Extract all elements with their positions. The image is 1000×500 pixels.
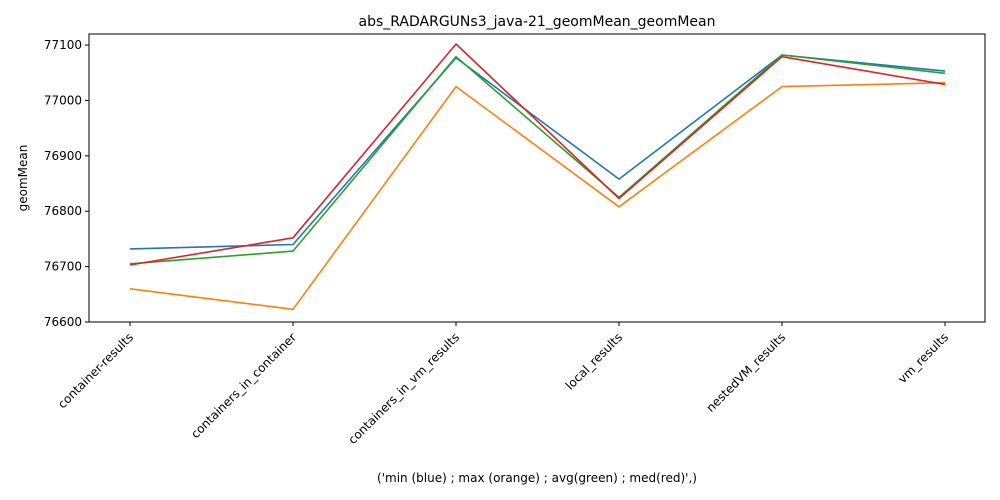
- x-tick-label: local_results: [563, 330, 625, 392]
- y-tick-label: 76900: [44, 149, 82, 163]
- x-tick-label: container-results: [55, 330, 136, 411]
- x-tick-label: nestedVM_results: [703, 330, 788, 415]
- y-tick-label: 76600: [44, 315, 82, 329]
- series-line-3: [129, 54, 946, 265]
- x-axis: container-results containers_in_container…: [55, 322, 951, 447]
- y-tick-label: 76700: [44, 260, 82, 274]
- chart-title: abs_RADARGUNs3_java-21_geomMean_geomMean: [359, 14, 716, 30]
- x-axis-label: ('min (blue) ; max (orange) ; avg(green)…: [377, 471, 697, 485]
- y-axis-label: geomMean: [16, 145, 30, 212]
- series-line-2: [129, 81, 946, 311]
- x-tick-label: containers_in_vm_results: [345, 330, 462, 447]
- y-tick-label: 77100: [44, 38, 82, 52]
- y-tick-label: 77000: [44, 93, 82, 107]
- x-tick-label: containers_in_container: [188, 330, 299, 441]
- x-tick-label: vm_results: [895, 330, 951, 386]
- y-tick-label: 76800: [44, 204, 82, 218]
- series-line-4: [129, 43, 946, 266]
- y-axis: 76600 76700 76800 76900 77000 77100: [44, 38, 89, 329]
- series-group: [129, 43, 946, 311]
- plot-frame: [88, 33, 986, 323]
- series-line-1: [129, 54, 946, 250]
